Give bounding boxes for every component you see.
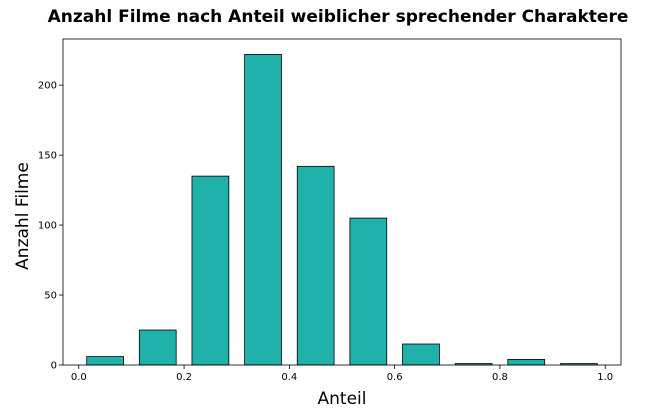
y-tick-label-1: 50	[44, 291, 57, 302]
x-tick-label-2: 0.4	[281, 372, 297, 383]
plot-frame	[62, 38, 622, 366]
bars	[86, 53, 598, 366]
bar-4	[296, 165, 335, 366]
x-tick-label-1: 0.2	[176, 372, 192, 383]
bar-2	[191, 175, 230, 366]
x-tick-label-0: 0.0	[71, 372, 87, 383]
y-tick-label-4: 200	[38, 81, 57, 92]
x-tick-label-3: 0.6	[387, 372, 403, 383]
y-tick-label-3: 150	[38, 151, 57, 162]
y-tick-label-2: 100	[38, 221, 57, 232]
y-tick-label-0: 0	[51, 361, 57, 372]
bar-6	[402, 343, 440, 366]
bar-0	[86, 356, 124, 366]
plot-area: 0.0 0.2 0.4 0.6 0.8 1.0 0 50 100 150 200	[38, 38, 622, 383]
bar-8	[507, 358, 546, 366]
y-axis-ticks: 0 50 100 150 200	[38, 81, 63, 372]
bar-5	[349, 217, 388, 366]
bar-3	[244, 53, 282, 366]
x-axis-label: Anteil	[318, 389, 367, 409]
x-tick-label-4: 0.8	[492, 372, 508, 383]
chart-title: Anzahl Filme nach Anteil weiblicher spre…	[48, 7, 629, 27]
bar-1	[138, 329, 177, 366]
y-axis-label: Anzahl Filme	[13, 162, 33, 270]
x-axis-ticks: 0.0 0.2 0.4 0.6 0.8 1.0	[71, 365, 613, 383]
x-tick-label-5: 1.0	[597, 372, 613, 383]
